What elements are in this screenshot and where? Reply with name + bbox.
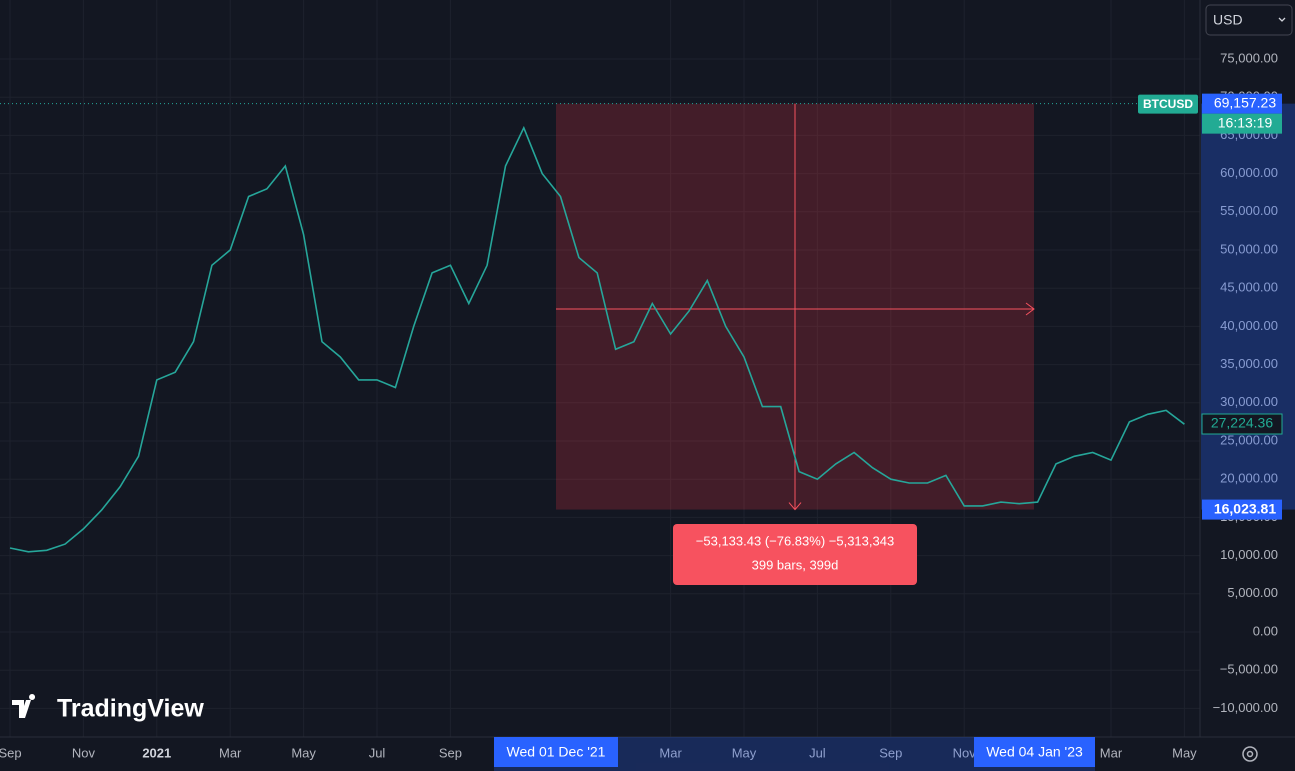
low-label: 16,023.81: [1214, 500, 1276, 516]
last-tag: [1201, 413, 1283, 435]
y-tick-label: 35,000.00: [1220, 356, 1278, 371]
settings-icon-center: [1246, 750, 1254, 758]
symbol-tag: [1138, 94, 1198, 114]
x-tick-label: Jul: [809, 745, 826, 760]
y-tick-label: −10,000.00: [1213, 700, 1278, 715]
range-label: Wed 04 Jan '23: [986, 744, 1083, 760]
y-tick-label: 10,000.00: [1220, 547, 1278, 562]
x-tick-label: Sep: [0, 745, 22, 760]
x-tick-label: Nov: [953, 745, 977, 760]
countdown-tag: [1202, 113, 1282, 134]
y-tick-label: 45,000.00: [1220, 280, 1278, 295]
y-tick-label: 75,000.00: [1220, 50, 1278, 65]
symbol-label: BTCUSD: [1143, 97, 1193, 111]
axes: −10,000.00 −5,000.00 0.00 5,000.00 10,000.00…: [0, 50, 1295, 771]
price-band: [1201, 103, 1295, 510]
x-tick-label: Mar: [1100, 745, 1123, 760]
countdown: 16:13:19: [1218, 114, 1273, 130]
high-tag: [1202, 93, 1282, 114]
y-tick-label: 30,000.00: [1220, 394, 1278, 409]
brand: TradingView: [57, 695, 204, 723]
y-tick-label: 5,000.00: [1227, 585, 1278, 600]
x-tick-label: Mar: [659, 745, 682, 760]
measure-text: 399 bars, 399d: [752, 557, 839, 572]
high-label: 69,157.23: [1214, 94, 1276, 110]
measure-text: −53,133.43 (−76.83%) −5,313,343: [696, 533, 894, 548]
x-tick-label: Sep: [879, 745, 902, 760]
y-tick-label: 55,000.00: [1220, 203, 1278, 218]
y-tick-label: 20,000.00: [1220, 471, 1278, 486]
y-tick-label: 25,000.00: [1220, 432, 1278, 447]
range-label: Wed 01 Dec '21: [507, 744, 606, 760]
price-line: [9, 125, 1185, 553]
grid: [0, 0, 1200, 737]
y-tick-label: 50,000.00: [1220, 241, 1278, 256]
arrow: [788, 302, 1035, 511]
x-tick-label: May: [732, 745, 757, 760]
logo: TradingView: [12, 694, 204, 723]
x-tick-label: Nov: [72, 745, 96, 760]
plot: [9, 125, 1185, 553]
chevron: [1278, 17, 1286, 22]
range-tag: [974, 737, 1095, 767]
x-tick-label: Jul: [369, 745, 386, 760]
currency-select[interactable]: USD: [1205, 4, 1293, 36]
x-tick-label: Mar: [219, 745, 242, 760]
x-tick-label: Sep: [439, 745, 462, 760]
last-label: 27,224.36: [1211, 415, 1273, 431]
currency[interactable]: USD: [1213, 12, 1243, 28]
logo-icon: [12, 694, 36, 718]
settings-icon[interactable]: [1242, 746, 1258, 762]
dropdown[interactable]: [1205, 4, 1293, 36]
y-tick-label: 40,000.00: [1220, 318, 1278, 333]
overlay: −53,133.43 (−76.83%) −5,313,343 399 bars,…: [0, 103, 1200, 585]
x-tick-label: 2021: [142, 745, 171, 760]
x-tick-label: May: [1172, 745, 1197, 760]
y-tick-label: −5,000.00: [1220, 662, 1278, 677]
x-tick-label: May: [291, 745, 316, 760]
measure-box: [673, 524, 917, 585]
y-tick-label: 60,000.00: [1220, 165, 1278, 180]
low-tag: [1202, 499, 1282, 520]
y-tick-label: 0.00: [1253, 623, 1278, 638]
range-tag: [494, 737, 618, 767]
